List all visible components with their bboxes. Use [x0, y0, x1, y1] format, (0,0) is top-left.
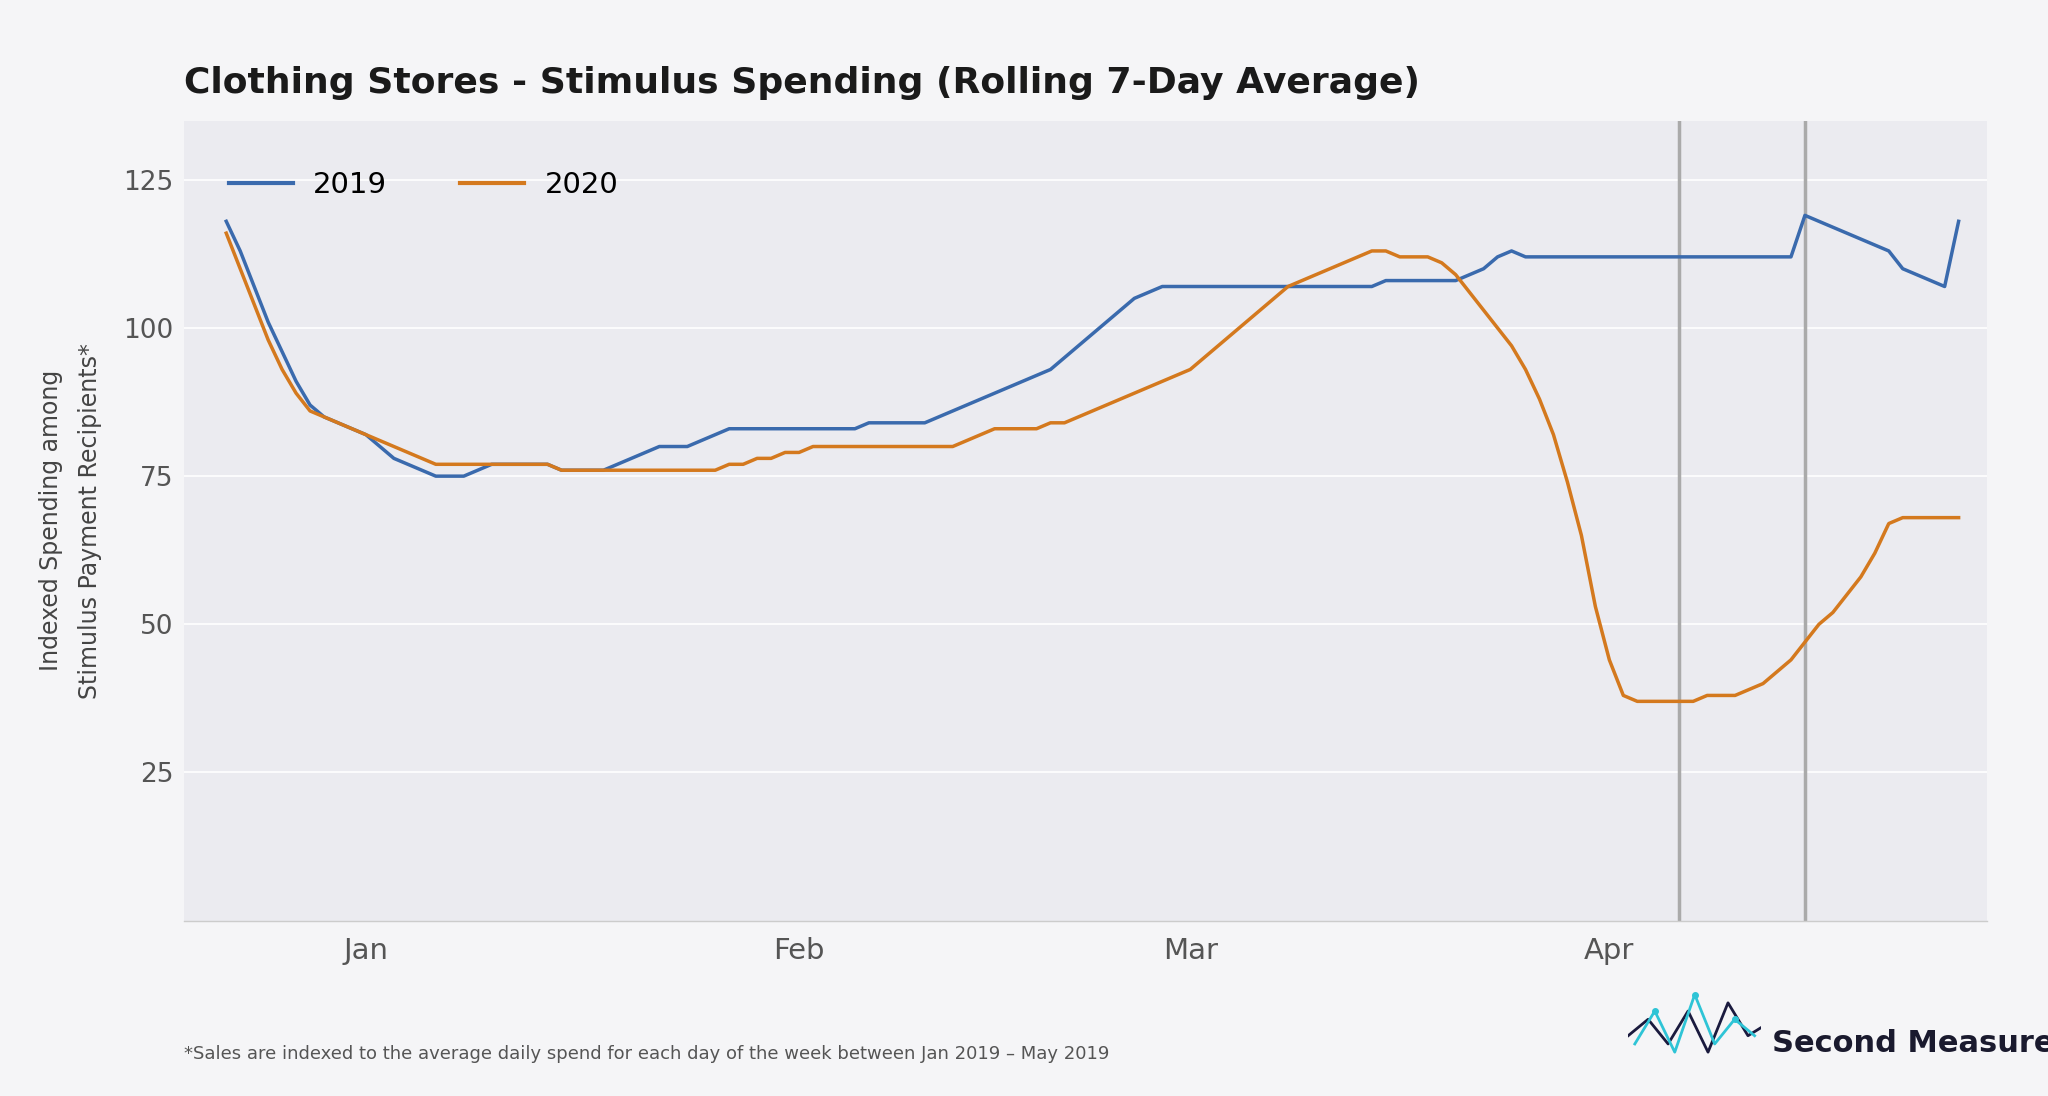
Y-axis label: Indexed Spending among
Stimulus Payment Recipients*: Indexed Spending among Stimulus Payment …	[39, 343, 102, 698]
Text: Clothing Stores - Stimulus Spending (Rolling 7-Day Average): Clothing Stores - Stimulus Spending (Rol…	[184, 66, 1421, 100]
Text: *Sales are indexed to the average daily spend for each day of the week between J: *Sales are indexed to the average daily …	[184, 1046, 1110, 1063]
Text: Second Measure: Second Measure	[1772, 1029, 2048, 1058]
Legend: 2019, 2020: 2019, 2020	[217, 159, 631, 210]
